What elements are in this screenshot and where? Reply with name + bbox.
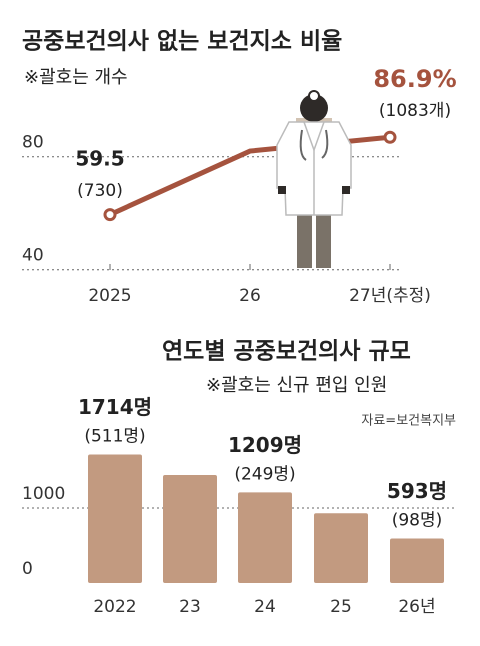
x-tick-label: 26년 bbox=[398, 597, 435, 617]
y-tick-label: 0 bbox=[22, 559, 33, 579]
bar bbox=[238, 492, 292, 583]
doctor-illustration bbox=[276, 90, 352, 268]
y-tick-label: 1000 bbox=[22, 484, 65, 504]
bar bbox=[163, 475, 217, 583]
count-label: (730) bbox=[77, 181, 123, 201]
chart-subtitle: ※괄호는 신규 편입 인원 bbox=[206, 375, 387, 396]
count-label: (1083개) bbox=[379, 101, 451, 121]
chart-title: 공중보건의사 없는 보건지소 비율 bbox=[22, 29, 342, 55]
x-tick-label: 2025 bbox=[88, 286, 131, 306]
x-tick-label: 25 bbox=[330, 597, 352, 617]
new-member-label: (511명) bbox=[84, 426, 145, 446]
point bbox=[103, 208, 117, 222]
x-tick-label: 27년(추정) bbox=[349, 286, 431, 306]
value-label: 1209명 bbox=[228, 433, 302, 457]
value-label: 593명 bbox=[387, 479, 447, 503]
x-tick-label: 24 bbox=[254, 597, 276, 617]
bar bbox=[390, 538, 444, 583]
new-member-label: (98명) bbox=[392, 511, 443, 531]
point bbox=[383, 130, 397, 144]
chart-subtitle: ※괄호는 개수 bbox=[24, 67, 128, 88]
source: 자료=보건복지부 bbox=[361, 414, 456, 429]
value-label: 1714명 bbox=[78, 395, 152, 419]
value-label: 86.9% bbox=[373, 65, 456, 93]
y-tick-label: 40 bbox=[22, 246, 44, 266]
value-label: 59.5 bbox=[75, 147, 124, 171]
x-tick-label: 2022 bbox=[93, 597, 136, 617]
x-tick-label: 23 bbox=[179, 597, 201, 617]
y-tick-label: 80 bbox=[22, 133, 44, 153]
new-member-label: (249명) bbox=[234, 464, 295, 484]
chart-title: 연도별 공중보건의사 규모 bbox=[162, 339, 411, 365]
bar bbox=[88, 454, 142, 583]
x-tick-label: 26 bbox=[239, 286, 261, 306]
bar bbox=[314, 513, 368, 583]
